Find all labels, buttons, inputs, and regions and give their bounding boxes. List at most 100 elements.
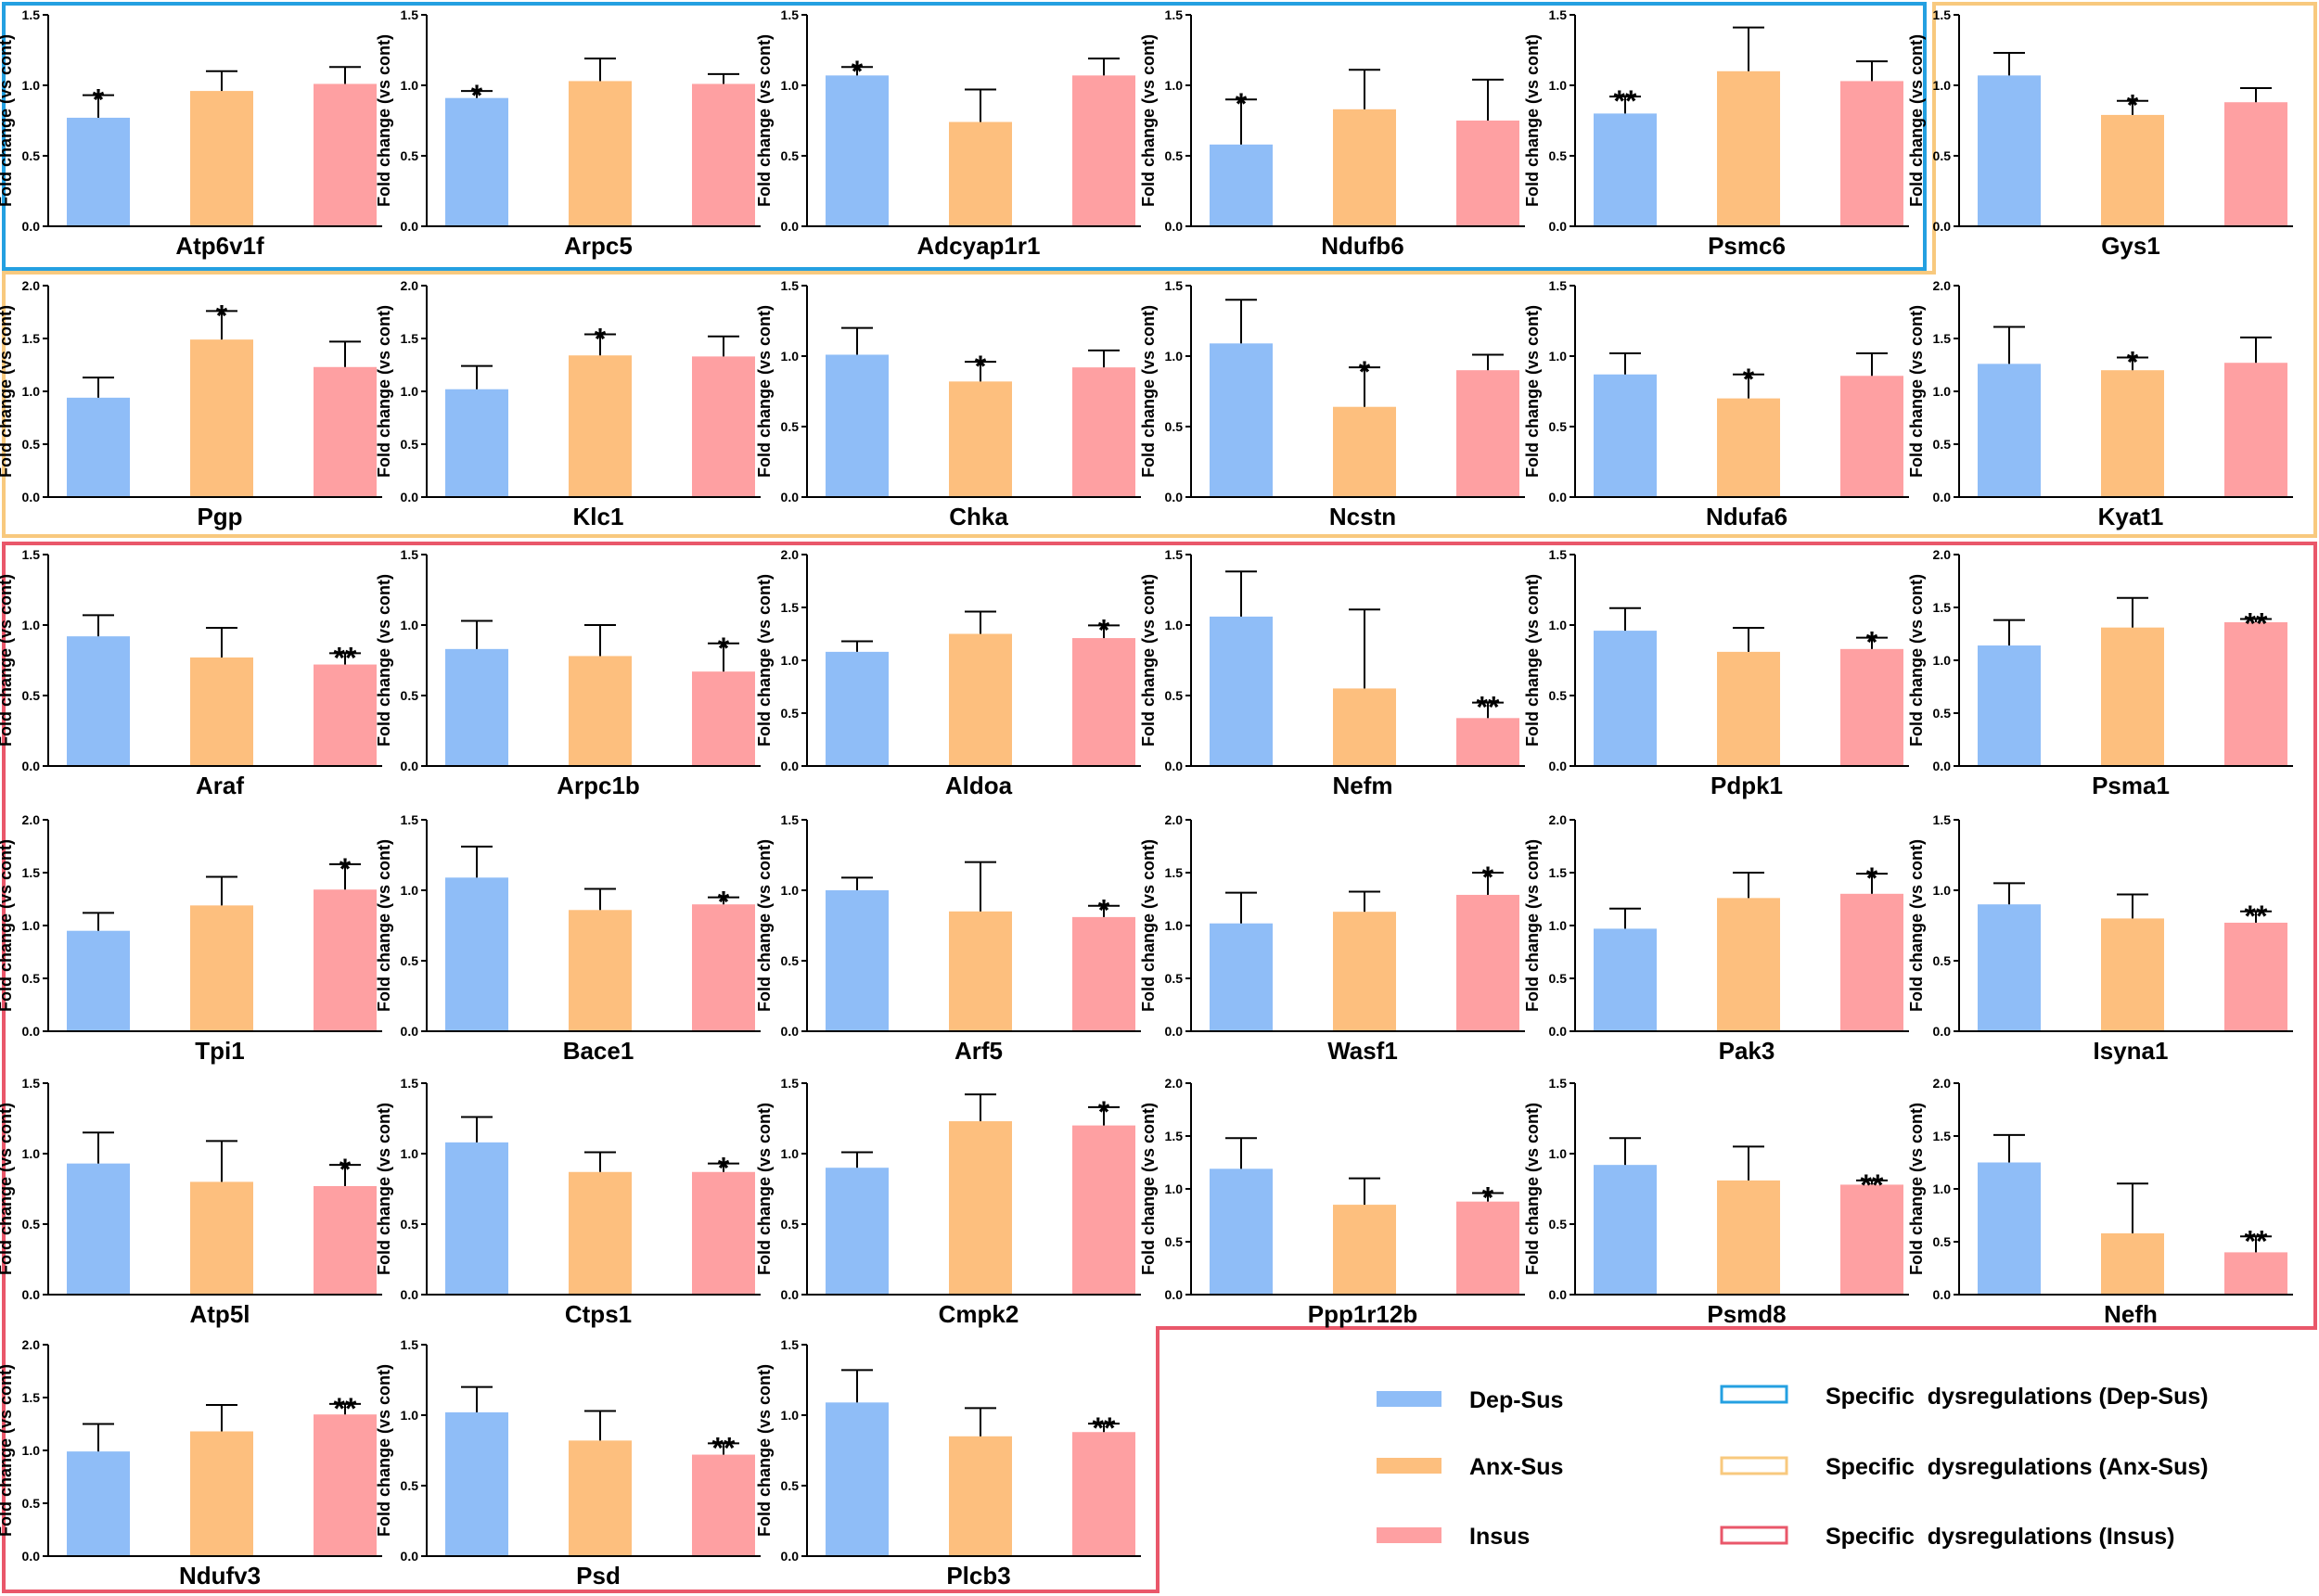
y-axis-label: Fold change (vs cont) (1523, 574, 1542, 747)
significance-marker: ** (1093, 1411, 1116, 1445)
y-tick-label: 1.0 (781, 1408, 800, 1423)
y-axis-label: Fold change (vs cont) (0, 839, 15, 1012)
bar-dep-sus (445, 389, 508, 497)
gene-label: Atp5l (190, 1300, 250, 1328)
bar-anx-sus (569, 355, 632, 497)
bar-insus (1840, 81, 1903, 226)
significance-marker: ** (2245, 607, 2268, 641)
y-tick-label: 0.5 (1165, 1234, 1184, 1249)
y-tick-label: 0.5 (401, 1478, 419, 1493)
y-tick-label: 0.5 (781, 419, 800, 434)
panel-ctps1: Fold change (vs cont) 0.0 0.5 1.0 1.5 * Ctps1 (375, 1076, 761, 1328)
y-axis-label: Fold change (vs cont) (1523, 1103, 1542, 1275)
bar-dep-sus (445, 1411, 508, 1556)
y-tick-label: 1.0 (1549, 918, 1568, 933)
gene-label: Wasf1 (1327, 1037, 1398, 1065)
y-tick-label: 1.0 (1549, 1146, 1568, 1161)
legend-label-dep-sus: Dep-Sus (1469, 1387, 1563, 1413)
y-tick-label: 1.5 (1549, 7, 1568, 22)
legend: Dep-Sus Anx-Sus Insus Specific dysregula… (1377, 1384, 2209, 1550)
y-tick-label: 0.0 (781, 1549, 800, 1564)
y-tick-label: 2.0 (1549, 812, 1568, 827)
bar-insus (1072, 1432, 1135, 1556)
y-tick-label: 1.0 (22, 78, 41, 93)
y-axis-label: Fold change (vs cont) (1523, 34, 1542, 207)
y-tick-label: 0.5 (1933, 1234, 1952, 1249)
y-tick-label: 0.0 (1549, 219, 1568, 234)
y-tick-label: 2.0 (1165, 812, 1184, 827)
y-tick-label: 1.5 (22, 547, 41, 562)
gene-label: Psmd8 (1707, 1300, 1786, 1328)
gene-label: Klc1 (573, 503, 624, 530)
y-tick-label: 1.0 (22, 918, 41, 933)
bar-dep-sus (67, 930, 130, 1031)
panel-pak3: Fold change (vs cont) 0.0 0.5 1.0 1.5 2.0 * Pak… (1523, 812, 1909, 1065)
bar-insus (1072, 75, 1135, 226)
y-axis-label: Fold change (vs cont) (1139, 839, 1158, 1012)
bar-dep-sus (1978, 645, 2041, 766)
significance-marker: * (718, 886, 730, 919)
y-tick-label: 0.0 (1549, 490, 1568, 504)
panel-wasf1: Fold change (vs cont) 0.0 0.5 1.0 1.5 2.0 * Was… (1139, 812, 1525, 1065)
y-tick-label: 0.0 (1933, 1024, 1952, 1039)
bar-anx-sus (1333, 406, 1396, 497)
bar-dep-sus (826, 354, 889, 497)
y-axis-label: Fold change (vs cont) (0, 574, 15, 747)
y-axis-label: Fold change (vs cont) (1523, 305, 1542, 478)
bar-dep-sus (445, 97, 508, 227)
bar-insus (314, 1185, 377, 1295)
y-tick-label: 0.0 (1549, 1024, 1568, 1039)
y-tick-label: 1.0 (781, 78, 800, 93)
bar-insus (314, 83, 377, 226)
significance-marker: * (340, 1153, 352, 1186)
y-tick-label: 1.5 (1933, 600, 1952, 615)
y-tick-label: 0.5 (22, 148, 41, 163)
bar-insus (1840, 1184, 1903, 1295)
bar-anx-sus (2101, 114, 2164, 226)
y-tick-label: 0.5 (401, 437, 419, 452)
panel-atp6v1f: Fold change (vs cont) 0.0 0.5 1.0 1.5 * Atp6v1… (0, 7, 382, 260)
bar-insus (1072, 367, 1135, 497)
y-tick-label: 1.5 (781, 7, 800, 22)
significance-marker: * (852, 55, 864, 88)
y-tick-label: 2.0 (781, 547, 800, 562)
gene-label: Tpi1 (195, 1037, 244, 1065)
gene-label: Psma1 (2092, 772, 2170, 799)
y-tick-label: 1.5 (1549, 1076, 1568, 1091)
y-tick-label: 1.5 (22, 1076, 41, 1091)
y-tick-label: 1.5 (1165, 7, 1184, 22)
y-tick-label: 1.5 (1549, 865, 1568, 880)
significance-marker: * (1743, 363, 1755, 396)
y-tick-label: 1.0 (22, 1443, 41, 1458)
y-axis-label: Fold change (vs cont) (0, 305, 15, 478)
gene-label: Nefh (2104, 1300, 2158, 1328)
y-tick-label: 1.0 (781, 349, 800, 364)
gene-label: Ctps1 (565, 1300, 632, 1328)
panel-tpi1: Fold change (vs cont) 0.0 0.5 1.0 1.5 2.0 * Tpi… (0, 812, 382, 1065)
significance-marker: * (93, 83, 105, 117)
y-tick-label: 1.5 (22, 865, 41, 880)
gene-label: Pak3 (1719, 1037, 1775, 1065)
y-tick-label: 1.0 (1165, 618, 1184, 632)
y-axis-label: Fold change (vs cont) (755, 839, 774, 1012)
panel-cmpk2: Fold change (vs cont) 0.0 0.5 1.0 1.5 * Cmpk2 (755, 1076, 1141, 1328)
bar-insus (314, 366, 377, 497)
y-tick-label: 0.5 (1933, 148, 1952, 163)
bar-anx-sus (949, 121, 1012, 226)
y-axis-label: Fold change (vs cont) (1523, 839, 1542, 1012)
bar-anx-sus (1717, 70, 1780, 226)
legend-swatch-anx-sus (1377, 1458, 1441, 1474)
bar-insus (692, 671, 755, 766)
y-tick-label: 0.5 (22, 971, 41, 986)
gene-label: Atp6v1f (175, 232, 264, 260)
y-tick-label: 1.0 (401, 883, 419, 898)
y-tick-label: 0.5 (781, 953, 800, 968)
y-tick-label: 1.0 (1933, 883, 1952, 898)
panels-layer: Fold change (vs cont) 0.0 0.5 1.0 1.5 * Atp6v1… (0, 7, 2293, 1590)
y-tick-label: 1.0 (781, 883, 800, 898)
panel-plcb3: Fold change (vs cont) 0.0 0.5 1.0 1.5 ** Plcb3 (755, 1337, 1141, 1590)
panel-pgp: Fold change (vs cont) 0.0 0.5 1.0 1.5 2.0 * Pgp (0, 278, 382, 530)
y-tick-label: 0.5 (1933, 953, 1952, 968)
bar-dep-sus (67, 636, 130, 766)
bar-insus (692, 904, 755, 1031)
